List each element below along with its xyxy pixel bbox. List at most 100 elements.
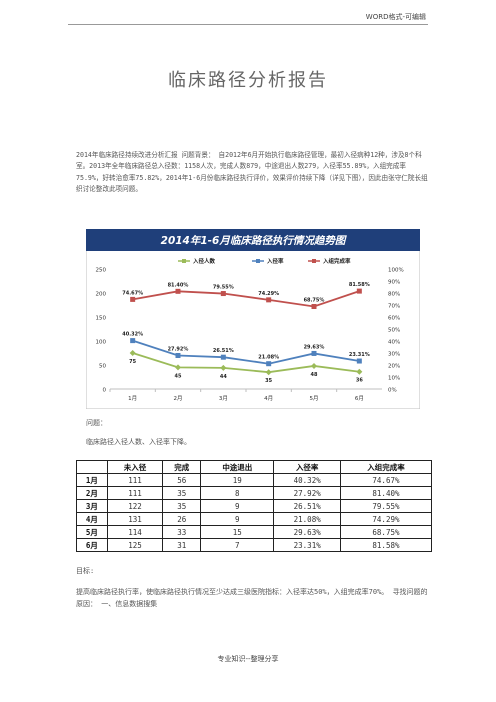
table-cell: 111	[106, 473, 164, 487]
table-cell: 26	[162, 512, 202, 526]
x-tick-label: 3月	[219, 395, 228, 402]
series-line	[132, 339, 360, 365]
table-header	[76, 460, 108, 474]
table-cell: 40.32%	[273, 473, 341, 487]
table-row: 6月 125 31 7 23.31% 81.58%	[76, 538, 433, 552]
header-note: WORD格式-可编辑	[365, 13, 426, 21]
right-tick-label: 60%	[388, 316, 400, 322]
table-cell: 35	[162, 499, 202, 513]
left-tick-label: 50	[99, 364, 106, 370]
data-point	[356, 358, 362, 364]
table-cell: 21.08%	[273, 512, 341, 526]
data-point	[311, 362, 317, 369]
data-point	[265, 369, 272, 376]
table-cell: 26.51%	[273, 499, 341, 513]
chart-axes: 0 50 100 150 200 250 0% 10% 20% 30% 40% 50% 60% 70% 80…	[96, 268, 404, 403]
table-row: 4月 131 26 9 21.08% 74.29%	[76, 512, 433, 526]
table-header: 中途退出	[200, 460, 275, 474]
right-tick-label: 70%	[388, 304, 400, 310]
table-cell: 9	[200, 499, 275, 513]
table-cell: 111	[106, 486, 164, 500]
data-label: 74.67%	[122, 290, 143, 296]
data-point	[175, 352, 181, 358]
table-cell: 15	[200, 525, 275, 539]
month-cell: 1月	[76, 473, 108, 487]
right-tick-label: 10%	[388, 376, 400, 382]
goal-text: 提高临床路径执行率，使临床路径执行情况至少达成三级医院指标：入径率达50%，入组…	[76, 588, 428, 608]
data-label: 45	[175, 373, 182, 379]
data-label: 74.29%	[258, 291, 279, 297]
legend-marker	[182, 259, 186, 263]
data-label: 36	[356, 378, 363, 384]
data-label: 44	[220, 374, 227, 380]
table-cell: 9	[200, 512, 275, 526]
table-cell: 7	[200, 538, 275, 552]
month-cell: 6月	[76, 538, 108, 552]
table-cell: 79.55%	[339, 499, 433, 513]
table-cell: 81.40%	[339, 486, 433, 500]
data-label: 35	[265, 378, 272, 384]
legend-label: 入径率	[266, 257, 284, 265]
right-tick-label: 90%	[388, 280, 400, 286]
table-cell: 125	[106, 538, 164, 552]
table-row: 1月 111 56 19 40.32% 74.67%	[76, 473, 433, 487]
chart-title-bar	[86, 229, 420, 251]
month-cell: 3月	[76, 499, 108, 513]
data-point	[311, 304, 317, 309]
table-cell: 131	[106, 512, 164, 526]
chart-legend: 入径人数 入径率 入组完成率	[178, 257, 351, 265]
legend-marker	[256, 259, 260, 263]
goal-label: 目标:	[76, 567, 95, 575]
legend-marker	[312, 259, 316, 263]
table-header: 完成	[162, 460, 202, 474]
x-tick-label: 6月	[355, 395, 364, 402]
data-label: 29.63%	[304, 344, 325, 350]
data-point	[175, 288, 181, 294]
data-point	[311, 350, 317, 356]
data-point	[220, 364, 227, 371]
data-point	[356, 288, 362, 294]
intro-paragraph: 2014年临床路径持续改进分析汇报 问题背景： 自2012年6月开始执行临床路径…	[76, 151, 428, 193]
table-cell: 35	[162, 486, 202, 500]
table-row: 3月 122 35 9 26.51% 79.55%	[76, 499, 433, 513]
table-cell: 122	[106, 499, 164, 513]
table-cell: 23.31%	[273, 538, 341, 552]
data-point	[266, 297, 272, 303]
table-cell: 29.63%	[273, 525, 341, 539]
right-tick-label: 50%	[388, 328, 400, 334]
x-tick-label: 1月	[128, 395, 137, 402]
data-point	[220, 291, 226, 297]
data-label: 27.92%	[168, 346, 189, 352]
right-tick-label: 80%	[388, 292, 400, 298]
left-tick-label: 200	[96, 292, 107, 298]
month-cell: 4月	[76, 512, 108, 526]
data-label: 21.08%	[258, 355, 279, 361]
left-tick-label: 0	[103, 388, 107, 394]
right-tick-label: 30%	[388, 352, 400, 358]
right-tick-label: 100%	[388, 268, 404, 274]
header-divider	[68, 24, 428, 25]
x-tick-label: 5月	[310, 395, 319, 402]
table-row: 5月 114 33 15 29.63% 68.75%	[76, 525, 433, 539]
table-cell: 33	[162, 525, 202, 539]
table-cell: 74.29%	[339, 512, 433, 526]
data-label: 26.51%	[213, 348, 234, 354]
month-cell: 2月	[76, 486, 108, 500]
data-label: 48	[311, 372, 318, 378]
chart-frame	[86, 229, 420, 409]
data-point	[266, 361, 272, 367]
problem-text: 临床路径入径人数、入径率下降。	[86, 438, 191, 446]
table-header: 入组完成率	[339, 460, 433, 474]
data-label: 23.31%	[349, 352, 370, 358]
data-point	[130, 296, 136, 302]
series-line	[132, 352, 360, 374]
table-cell: 81.58%	[339, 538, 433, 552]
x-tick-label: 4月	[264, 395, 273, 402]
data-point	[356, 368, 363, 375]
table-cell: 56	[162, 473, 202, 487]
data-label: 81.58%	[349, 282, 370, 288]
right-tick-label: 0%	[388, 388, 397, 394]
data-label: 68.75%	[304, 298, 325, 304]
data-label: 79.55%	[213, 285, 234, 291]
data-point	[129, 350, 136, 356]
